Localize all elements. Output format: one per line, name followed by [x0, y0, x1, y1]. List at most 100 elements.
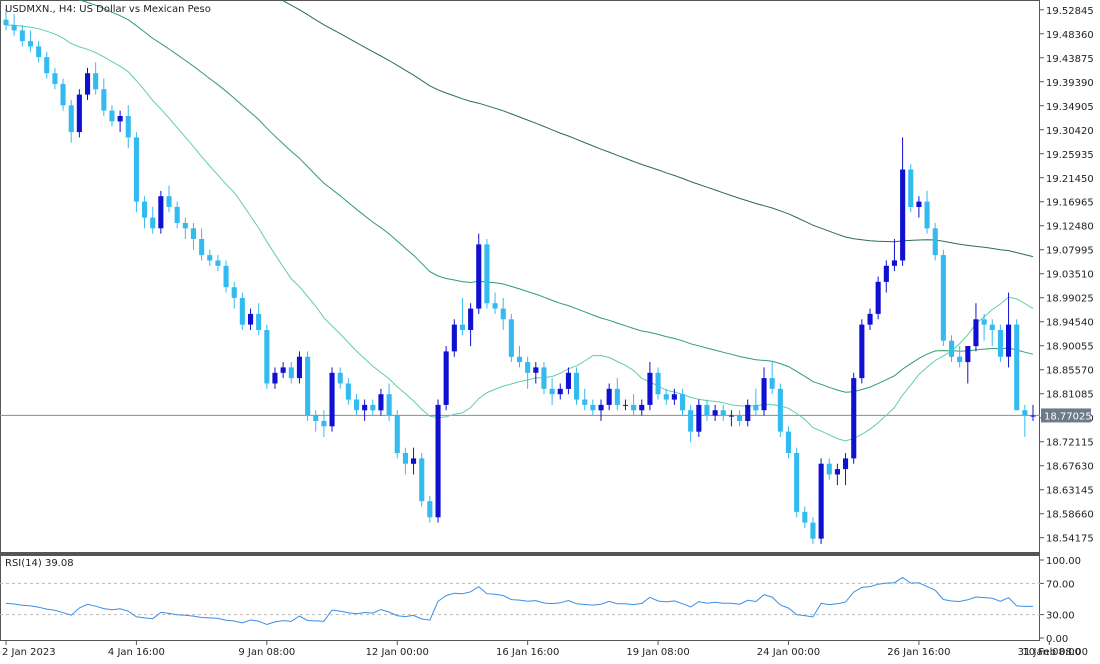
- candle-body: [451, 324, 457, 352]
- candle: [932, 222, 938, 261]
- candle-body: [924, 201, 930, 229]
- candle-body: [76, 94, 82, 133]
- candle-body: [647, 372, 653, 405]
- candle: [199, 228, 205, 261]
- time-axis-label: 9 Jan 08:00: [238, 647, 295, 658]
- time-axis-label: 31 Jan 08:00: [1018, 647, 1081, 658]
- price-axis-label: 18.85570: [1046, 366, 1094, 377]
- candle-body: [117, 116, 123, 122]
- candle-body: [296, 356, 302, 379]
- candle-body: [631, 404, 637, 411]
- candle-body: [166, 196, 172, 207]
- candle-body: [362, 404, 368, 411]
- candle: [345, 378, 351, 405]
- candle-body: [590, 404, 596, 411]
- candle-body: [11, 25, 17, 31]
- time-axis-label: 26 Jan 16:00: [887, 647, 950, 658]
- candle-body: [508, 319, 514, 357]
- candle: [272, 367, 278, 389]
- candle: [1030, 404, 1036, 421]
- candle-body: [93, 73, 99, 90]
- candle: [256, 303, 262, 336]
- candle: [223, 260, 229, 293]
- ma-fast-line: [5, 24, 1034, 442]
- candle: [190, 222, 196, 250]
- candle-body: [264, 330, 270, 384]
- candle-body: [248, 313, 254, 325]
- price-axis-label: 19.12480: [1046, 222, 1094, 233]
- candle-body: [794, 453, 800, 512]
- time-axis-label: 16 Jan 16:00: [496, 647, 559, 658]
- candle-body: [345, 383, 351, 400]
- time-axis-label: 2 Jan 2023: [2, 647, 56, 658]
- candle-body: [411, 458, 417, 464]
- candle: [753, 388, 759, 416]
- price-axis-label: 19.30420: [1046, 126, 1094, 137]
- candle-body: [818, 463, 824, 539]
- candle-body: [182, 223, 188, 229]
- candle-body: [916, 201, 922, 207]
- candle-body: [419, 458, 425, 502]
- price-axis-label: 19.34905: [1046, 102, 1094, 113]
- candle: [378, 388, 384, 416]
- candle: [680, 388, 686, 416]
- price-axis-label: 19.16965: [1046, 198, 1094, 209]
- candle-body: [688, 410, 694, 432]
- time-axis: 2 Jan 2023 4 Jan 16:00 9 Jan 08:00 12 Jan 0…: [2, 641, 1088, 658]
- candle: [1022, 404, 1028, 437]
- candle: [574, 367, 580, 405]
- candle-body: [949, 340, 955, 357]
- candle-body: [3, 19, 9, 26]
- candle: [117, 110, 123, 133]
- candle-body: [109, 110, 115, 122]
- candle-body: [272, 372, 278, 384]
- price-axis-label: 18.54175: [1046, 534, 1094, 545]
- candle-body: [606, 388, 612, 405]
- candle: [614, 378, 620, 411]
- main-panel-frame: [0, 0, 1040, 553]
- candle: [27, 30, 33, 52]
- candle-body: [386, 394, 392, 416]
- candle: [207, 249, 213, 266]
- candle: [671, 388, 677, 405]
- price-axis-label: 19.48360: [1046, 30, 1094, 41]
- candle: [313, 410, 319, 432]
- price-axis-label: 19.21450: [1046, 174, 1094, 185]
- candle-body: [52, 73, 58, 84]
- candle-body: [639, 404, 645, 411]
- candle-body: [891, 260, 897, 266]
- candle: [321, 410, 327, 437]
- candle: [411, 447, 417, 475]
- candle: [93, 62, 99, 95]
- candle-body: [565, 372, 571, 389]
- candle: [647, 362, 653, 411]
- candle: [720, 404, 726, 421]
- candle-body: [834, 469, 840, 475]
- price-axis-label: 19.03510: [1046, 270, 1094, 281]
- candle: [500, 297, 506, 330]
- candle: [745, 399, 751, 427]
- price-axis-label: 18.94540: [1046, 318, 1094, 329]
- candle: [655, 367, 661, 400]
- candle-body: [402, 453, 408, 464]
- candle: [85, 67, 91, 100]
- candle-body: [288, 367, 294, 379]
- candle: [492, 292, 498, 314]
- candle: [125, 105, 131, 149]
- candle: [631, 394, 637, 416]
- candle-body: [36, 46, 42, 58]
- candle-body: [60, 83, 66, 106]
- candle: [851, 372, 857, 464]
- candle: [639, 399, 645, 416]
- candle: [1014, 319, 1020, 411]
- candle: [386, 383, 392, 421]
- candle: [818, 458, 824, 544]
- rsi-axis-label: 0.00: [1046, 634, 1068, 645]
- price-axis-label: 18.67630: [1046, 462, 1094, 473]
- price-axis-label: 18.99025: [1046, 294, 1094, 305]
- ma-slow-line: [280, 0, 1034, 258]
- candle: [981, 313, 987, 341]
- candle: [109, 105, 115, 127]
- candle: [174, 201, 180, 229]
- candle: [834, 463, 840, 486]
